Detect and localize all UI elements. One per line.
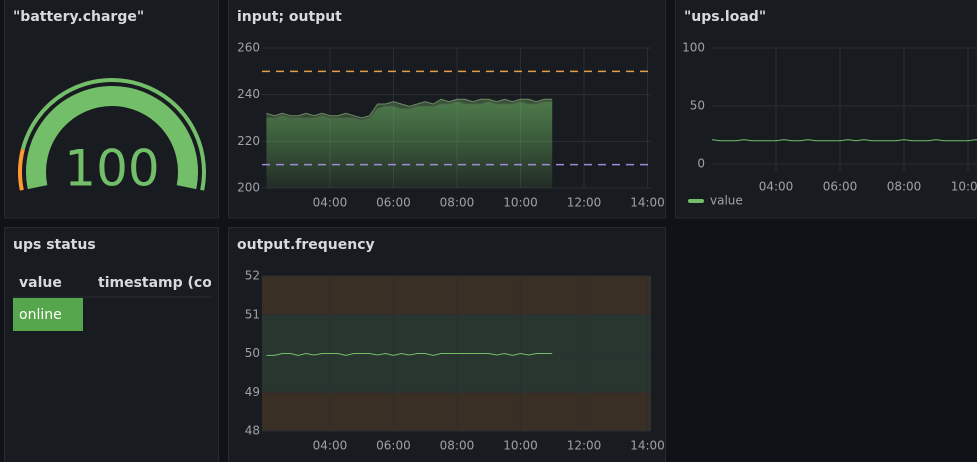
x-tick-label: 10:00 [503,439,538,453]
panel-title: "ups.load" [684,9,766,25]
series-line [266,352,553,356]
x-tick-label: 10:00 [503,196,538,210]
x-tick-label: 14:00 [630,439,665,453]
panel-title: "battery.charge" [13,9,144,25]
series-line [266,101,553,121]
x-tick-label: 04:00 [759,180,794,194]
y-tick-label: 52 [245,269,260,283]
series-line [266,98,553,119]
y-tick-label: 100 [682,41,705,55]
area-fill [266,101,553,188]
x-tick-label: 06:00 [823,180,858,194]
y-tick-label: 240 [237,87,260,101]
panel-title: input; output [237,9,342,25]
y-tick-label: 48 [245,424,260,438]
gauge-bar [26,86,198,190]
table-header: value [19,275,62,291]
y-tick-label: 200 [237,181,260,195]
x-tick-label: 06:00 [376,196,411,210]
table-cell-bg [13,298,83,331]
y-tick-label: 260 [237,41,260,55]
y-tick-label: 50 [245,346,260,360]
panel-title: ups status [13,237,96,253]
y-tick-label: 0 [697,156,705,170]
series-line [711,139,977,142]
panel-title: output.frequency [237,237,375,253]
table: value timestamp (coun online [13,275,232,331]
x-tick-label: 08:00 [440,196,475,210]
panel [675,0,977,219]
x-tick-label: 12:00 [567,439,602,453]
x-tick-label: 10:00 [951,180,977,194]
x-tick-label: 06:00 [376,439,411,453]
table-header: timestamp (coun [98,275,232,291]
y-tick-label: 49 [245,385,260,399]
x-tick-label: 12:00 [567,196,602,210]
x-tick-label: 14:00 [630,196,665,210]
y-tick-label: 50 [690,98,705,112]
table-cell: online [19,307,62,323]
panel [4,227,219,462]
gauge-threshold [20,78,206,191]
x-tick-label: 04:00 [313,439,348,453]
x-tick-label: 08:00 [440,439,475,453]
x-tick-label: 08:00 [887,180,922,194]
y-tick-label: 220 [237,134,260,148]
gauge-value: 100 [64,140,159,198]
y-tick-label: 51 [245,307,260,321]
x-tick-label: 04:00 [313,196,348,210]
legend-label: value [710,194,743,208]
gauge-threshold [18,148,25,191]
